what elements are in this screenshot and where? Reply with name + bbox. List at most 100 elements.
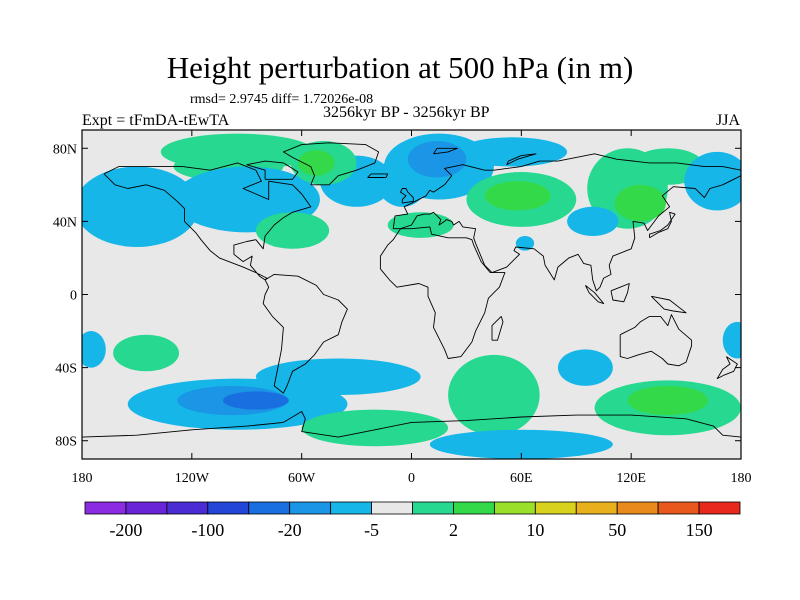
region-north-america-band	[82, 155, 394, 247]
coastline-antarctica	[82, 411, 741, 438]
coastline-baffin	[246, 160, 299, 180]
coastlines	[82, 142, 741, 438]
region-europe-low-blob-2	[457, 137, 568, 167]
colorbar-swatch-11	[534, 501, 577, 515]
region-indian-ocean-low-blob-0	[429, 429, 613, 459]
coastline-africa	[379, 226, 506, 359]
region-south-pacific-core	[222, 391, 289, 410]
colorbar-swatch-4	[248, 501, 291, 515]
colorbar-swatch-1	[125, 501, 168, 515]
region-atlantic-spot	[255, 212, 330, 249]
region-australia-core	[627, 385, 709, 416]
region-asia-core	[484, 181, 551, 211]
region-south-pacific-high-blob-0	[113, 334, 180, 372]
coastline-greenland	[282, 142, 380, 186]
lat-tick-label: 40S	[55, 362, 77, 377]
colorbar-label: -100	[191, 520, 224, 540]
region-asia-core-blob-0	[484, 181, 551, 211]
coastline-svalbard	[433, 147, 458, 155]
region-atlantic-spot-blob-0	[255, 212, 330, 249]
region-tibet-spot	[567, 206, 619, 237]
region-south-atlantic-high-blob-0	[448, 354, 540, 436]
coastline-sumatra	[584, 285, 605, 305]
region-scandinavia-low-blob-0	[407, 140, 467, 178]
region-arabia-spot	[515, 236, 535, 251]
region-greenland-core	[298, 150, 335, 176]
region-antarctic-high-blob-0	[329, 420, 421, 443]
region-indian-ocean-low-blob-1	[557, 349, 613, 386]
coastline-britain	[400, 188, 414, 204]
colorbar-swatch-3	[207, 501, 250, 515]
coastline-novaya-zemlya	[506, 153, 537, 166]
map-field	[82, 130, 741, 459]
region-antarctic-high	[329, 420, 421, 443]
colorbar-label: -20	[278, 520, 302, 540]
coastline-south-america	[262, 273, 348, 394]
lat-tick-label: 80N	[53, 142, 77, 157]
axis-ticks: 80N 40N 0 40S 80S 180 120W 60W 0 60E 120E 180	[53, 130, 752, 486]
coastline-borneo	[610, 283, 630, 303]
lon-tick-label: 120W	[175, 471, 210, 486]
region-asia-high-blob-1	[387, 212, 454, 238]
coastline-new-guinea	[650, 295, 687, 314]
region-tasman-spot	[722, 321, 741, 359]
stats-label: rmsd= 2.9745 diff= 1.72026e-08	[190, 92, 374, 107]
experiment-label: Expt = tFmDA-tEwTA	[82, 112, 230, 129]
region-greenland-core-blob-0	[298, 150, 335, 176]
lon-tick-label: 120E	[616, 471, 646, 486]
region-tibet-spot-blob-0	[567, 206, 619, 237]
colorbar-label: 10	[526, 520, 544, 540]
colorbar-label: 50	[608, 520, 626, 540]
lon-tick-label: 60W	[288, 471, 316, 486]
colorbar-label: -5	[364, 520, 379, 540]
region-east-asia-core	[614, 184, 666, 222]
region-indian-ocean-low	[429, 349, 613, 459]
coastline-north-america	[103, 162, 312, 281]
coastline-australia	[619, 314, 693, 367]
coastline-japan	[649, 211, 676, 239]
colorbar-label: 150	[686, 520, 713, 540]
region-northeast-pacific-spot	[96, 215, 141, 235]
region-south-pacific-core-blob-0	[222, 391, 289, 410]
colorbar-swatch-5	[289, 501, 332, 515]
coastline-eurasia	[392, 153, 741, 292]
lat-tick-label: 40N	[53, 215, 77, 230]
region-south-atlantic-high	[448, 354, 540, 436]
region-tasman-spot-blob-0	[722, 321, 741, 359]
colorbar-swatch-8	[412, 501, 454, 515]
figure-title: Height perturbation at 500 hPa (in m)	[166, 50, 634, 85]
period-label: 3256kyr BP - 3256kyr BP	[323, 104, 490, 121]
colorbar-swatch-13	[616, 501, 659, 515]
region-south-pacific-band-blob-1	[255, 358, 421, 396]
colorbar-swatch-10	[493, 501, 536, 515]
region-north-pacific-low-blob-0	[684, 151, 741, 211]
lon-tick-label: 0	[408, 471, 415, 486]
colorbar-swatch-12	[575, 501, 618, 515]
lon-tick-label: 60E	[510, 471, 533, 486]
colorbar-swatch-0	[84, 501, 127, 515]
region-north-pacific-low	[684, 151, 741, 211]
coastline-madagascar	[491, 315, 504, 341]
region-east-asia-core-blob-0	[614, 184, 666, 222]
colorbar-label: -200	[109, 520, 142, 540]
season-label: JJA	[716, 112, 741, 129]
colorbar-label: 2	[449, 520, 458, 540]
colorbar-swatch-7	[371, 501, 413, 515]
lat-tick-label: 80S	[55, 435, 77, 450]
colorbar-swatch-14	[657, 501, 700, 515]
lat-tick-label: 0	[70, 289, 77, 304]
region-south-pacific-band-blob-2	[82, 331, 106, 368]
colorbar-swatch-9	[453, 501, 495, 515]
region-northeast-pacific-spot-blob-0	[96, 215, 141, 235]
colorbar-swatch-2	[166, 501, 209, 515]
region-arabia-spot-blob-0	[515, 236, 535, 251]
lon-tick-label: 180	[72, 471, 93, 486]
colorbar: -200 -100 -20 -5 2 10 50 150	[84, 501, 741, 540]
coastline-new-zealand	[716, 356, 738, 380]
region-scandinavia-low	[407, 140, 467, 178]
coastline-iceland	[367, 173, 389, 178]
lon-tick-label: 180	[731, 471, 752, 486]
colorbar-swatch-15	[698, 501, 741, 515]
colorbar-swatch-6	[330, 501, 372, 515]
